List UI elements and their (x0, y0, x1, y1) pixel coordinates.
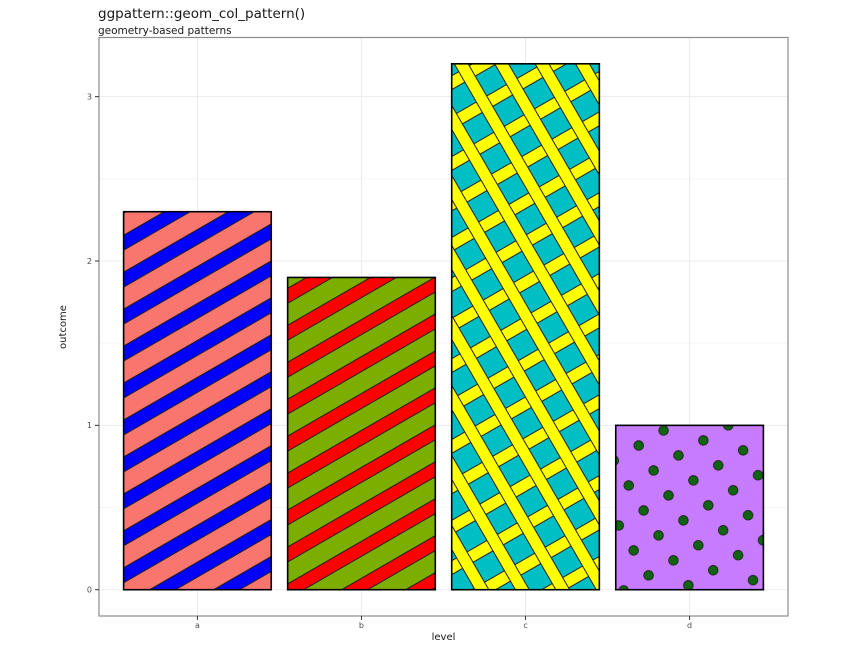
y-tick-label: 1 (87, 421, 92, 430)
plot-title: ggpattern::geom_col_pattern() (98, 6, 306, 22)
bar-d (614, 424, 765, 591)
y-axis-title: outcome (58, 305, 69, 349)
y-tick-label: 0 (87, 586, 92, 595)
x-tick-label: d (687, 621, 692, 630)
bar-c (450, 62, 601, 591)
x-tick-label: a (195, 621, 200, 630)
y-tick-label: 3 (87, 92, 92, 101)
plot-subtitle: geometry-based patterns (98, 25, 232, 37)
y-tick-label: 2 (87, 257, 92, 266)
x-tick-label: b (359, 621, 364, 630)
chart-layer: 0 1 2 3 a b c d (87, 36, 789, 630)
bar-b (286, 276, 437, 591)
x-tick-label: c (523, 621, 527, 630)
x-axis-title: level (432, 632, 456, 643)
panel-border (98, 36, 789, 617)
bar-a (122, 210, 273, 591)
